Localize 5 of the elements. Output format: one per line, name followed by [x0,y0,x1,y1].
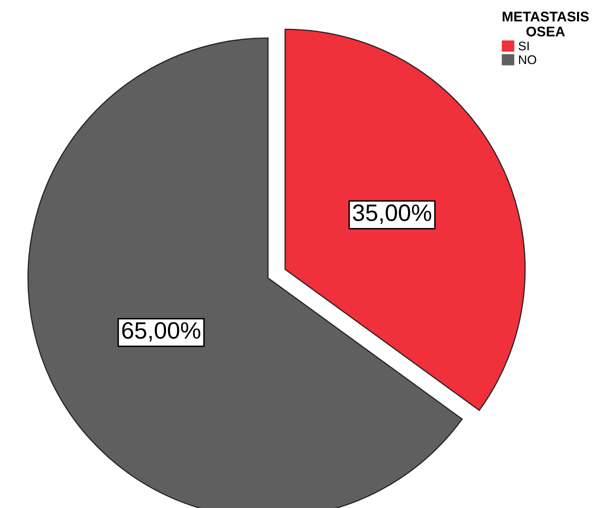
data-label: 65,00% [122,322,200,342]
legend-title: METASTASIS OSEA [502,12,589,36]
legend-label: NO [519,55,536,64]
legend-label: SI [518,42,529,50]
data-label: 35,00% [352,204,432,224]
